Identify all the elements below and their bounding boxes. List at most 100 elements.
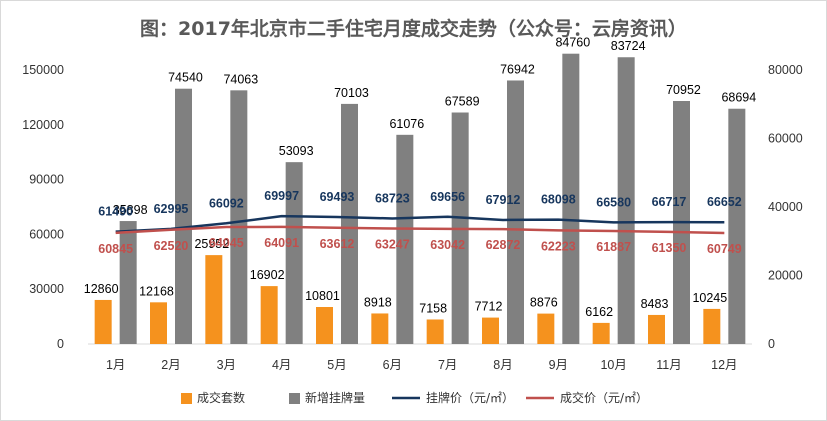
legend: 成交套数 新增挂牌量 挂牌价（元/㎡） 成交价（元/㎡）: [181, 390, 648, 405]
bar-deals: [426, 319, 444, 344]
bar-value-label: 70103: [334, 86, 369, 100]
bar-listings: [728, 108, 746, 344]
left-tick-label: 150000: [22, 63, 64, 77]
bar-listings: [562, 53, 580, 345]
x-tick-label: 10月: [600, 358, 626, 372]
legend-label: 成交套数: [197, 390, 245, 405]
bar-value-label: 70952: [666, 83, 701, 97]
lines: [115, 214, 725, 235]
listing-price-label: 69656: [430, 190, 465, 204]
x-axis: 1月 2月 3月 4月 5月 6月 7月 8月 9月 10月 11月 12月: [106, 358, 738, 372]
bars: [94, 53, 746, 345]
right-tick-label: 40000: [768, 200, 803, 214]
listing-price-label: 66580: [596, 195, 631, 209]
x-tick-label: 7月: [438, 358, 457, 372]
right-tick-label: 0: [768, 337, 775, 351]
bar-deals: [482, 317, 499, 344]
listing-price-label: 67912: [486, 193, 521, 207]
left-tick-label: 0: [57, 337, 64, 351]
legend-swatch: [289, 393, 300, 404]
bar-value-label: 61076: [389, 117, 424, 131]
bar-value-label: 35898: [113, 203, 148, 217]
deal-price-label: 61350: [652, 241, 687, 255]
bar-deals: [537, 313, 555, 344]
x-tick-label: 4月: [272, 358, 291, 372]
bar-value-label: 16902: [250, 268, 285, 282]
bar-value-label: 8483: [641, 297, 669, 311]
bar-value-label: 83724: [611, 39, 646, 53]
bar-listings: [285, 162, 303, 344]
legend-swatch: [181, 393, 192, 404]
left-tick-label: 30000: [29, 282, 64, 296]
bar-deals: [205, 255, 223, 344]
bar-value-label: 68694: [721, 91, 756, 105]
bar-deals: [592, 322, 610, 344]
x-tick-label: 12月: [711, 358, 737, 372]
bar-value-label: 7158: [419, 301, 447, 315]
x-tick-label: 5月: [327, 358, 346, 372]
listing-price-label: 66092: [209, 196, 244, 210]
listing-price-label: 68723: [375, 191, 410, 205]
deal-price-label: 60845: [98, 242, 133, 256]
bar-listings: [230, 90, 248, 344]
deal-price-line: [115, 225, 725, 235]
bar-value-label: 7712: [475, 300, 503, 314]
listing-price-label: 61490: [98, 205, 133, 219]
x-tick-label: 8月: [493, 358, 512, 372]
chart-title: 图：2017年北京市二手住宅月度成交走势（公众号：云房资讯）: [140, 18, 687, 40]
bar-listings: [341, 103, 358, 345]
bar-value-label: 67589: [445, 95, 480, 109]
legend-label: 成交价（元/㎡）: [560, 390, 648, 405]
right-axis: 0 20000 40000 60000 80000: [768, 63, 803, 351]
deal-price-label: 62223: [541, 239, 576, 253]
listing-price-line: [115, 214, 725, 233]
x-tick-label: 3月: [217, 358, 236, 372]
x-tick-label: 9月: [549, 358, 568, 372]
bar-value-label: 84760: [555, 36, 590, 50]
left-axis: 0 30000 60000 90000 120000 150000: [22, 63, 64, 351]
x-tick-label: 6月: [383, 358, 402, 372]
bar-deals: [371, 313, 389, 344]
deal-price-label: 61887: [596, 240, 631, 254]
left-tick-label: 90000: [29, 173, 64, 187]
deal-price-label: 64091: [264, 236, 299, 250]
right-tick-label: 60000: [768, 132, 803, 146]
bar-listings: [396, 134, 414, 344]
x-tick-label: 1月: [106, 358, 125, 372]
bar-deals: [94, 299, 112, 344]
deal-price-label: 63247: [375, 237, 410, 251]
bar-listings: [617, 57, 635, 344]
deal-price-label: 64045: [209, 236, 244, 250]
bar-listings: [507, 80, 524, 345]
bar-deals: [316, 307, 333, 344]
bar-value-label: 25952: [194, 237, 229, 251]
bar-listings: [119, 221, 137, 344]
bar-deals: [703, 308, 721, 344]
right-tick-label: 80000: [768, 63, 803, 77]
x-tick-label: 2月: [161, 358, 180, 372]
listing-price-label: 69493: [320, 190, 355, 204]
listing-price-label: 62995: [154, 202, 189, 216]
deal-price-label: 62520: [154, 239, 189, 253]
bar-value-label: 12168: [139, 284, 174, 298]
bar-value-label: 6162: [585, 305, 613, 319]
listing-price-label: 68098: [541, 193, 576, 207]
legend-label: 挂牌价（元/㎡）: [426, 391, 514, 405]
deal-price-label: 62872: [486, 238, 521, 252]
listing-price-label: 69997: [264, 189, 299, 203]
left-tick-label: 60000: [29, 227, 64, 241]
deal-price-label: 63042: [430, 238, 465, 252]
data-labels: 12860 12168 25952 16902 10801 8918 7158 7712 887…: [84, 36, 756, 319]
bar-deals: [260, 286, 278, 344]
bar-deals: [150, 302, 167, 344]
deal-price-label: 63612: [320, 237, 355, 251]
left-tick-label: 120000: [22, 118, 64, 132]
deal-price-label: 60749: [707, 242, 742, 256]
bar-value-label: 10245: [692, 291, 727, 305]
bar-value-label: 74063: [223, 72, 258, 86]
x-tick-label: 11月: [656, 358, 681, 372]
bar-value-label: 8876: [530, 296, 558, 310]
bar-value-label: 53093: [279, 144, 314, 158]
bar-value-label: 76942: [500, 62, 535, 76]
